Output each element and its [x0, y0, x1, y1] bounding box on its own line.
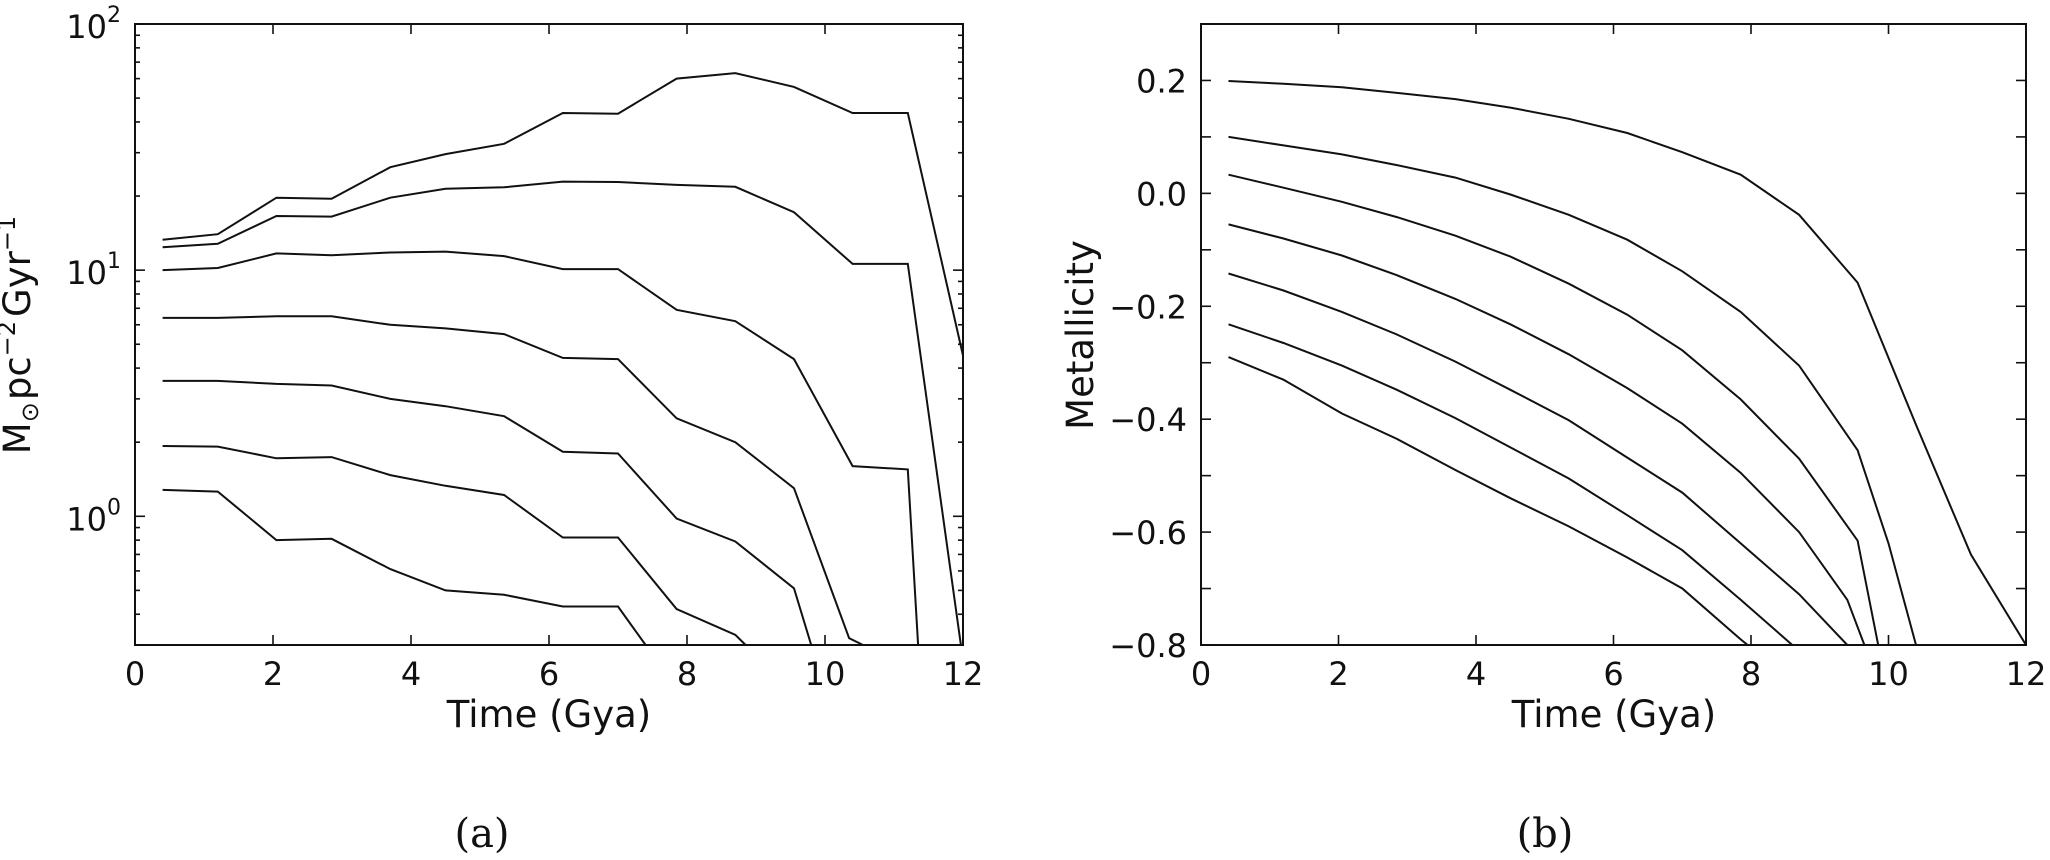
- panel-a-x-tick-label: 0: [125, 655, 145, 693]
- y-tick-base: 10: [66, 254, 107, 292]
- panel-a-y-tick-label: 101: [66, 249, 121, 292]
- panel-a-y-tick-label: 102: [66, 3, 121, 46]
- panel-b-x-tick-label: 10: [1868, 655, 1909, 693]
- y-label-sun: ⊙: [16, 402, 44, 422]
- panel-a-y-axis-label: M⊙pc−2 Gyr−1: [0, 216, 44, 454]
- panel-b-ticks: [1200, 23, 2027, 646]
- y-tick-base: 10: [66, 8, 107, 46]
- y-tick-exponent: 0: [107, 495, 121, 520]
- panel-b-plot-frame: [1200, 23, 2027, 646]
- panel-b-series-line-7: [1228, 356, 1749, 646]
- panel-b-x-tick-labels: 0 2 4 6 8 10 12: [1191, 655, 2047, 693]
- panel-a-x-tick-label: 4: [401, 655, 421, 693]
- panel-b-x-tick-label: 0: [1191, 655, 1211, 693]
- panel-b-x-tick-label: 2: [1328, 655, 1348, 693]
- panel-b-y-tick-labels: −0.8 −0.6 −0.4 −0.2 0.0 0.2: [1109, 62, 1187, 665]
- panel-a-x-tick-label: 10: [805, 655, 846, 693]
- panel-b-y-tick-label: −0.4: [1109, 401, 1187, 439]
- panel-b-y-tick-label: 0.0: [1136, 175, 1187, 213]
- panel-b-series-line-3: [1228, 173, 1880, 646]
- y-label-exp2: −1: [0, 216, 21, 251]
- panel-a-x-tick-label: 6: [539, 655, 559, 693]
- panel-a-series-line-5: [162, 379, 813, 646]
- panel-b-series-line-4: [1228, 223, 1866, 646]
- panel-b-x-tick-label: 6: [1603, 655, 1623, 693]
- panel-b-y-tick-label: −0.8: [1109, 627, 1187, 665]
- panel-b-series-line-2: [1228, 135, 1917, 646]
- y-tick-base: 10: [66, 500, 107, 538]
- panel-b-series-group: [1228, 80, 2027, 646]
- panel-a-x-tick-labels: 0 2 4 6 8 10 12: [125, 655, 984, 693]
- panel-a-series-line-2: [162, 180, 962, 646]
- y-label-m: M: [0, 422, 39, 454]
- panel-a-series-line-6: [162, 445, 747, 646]
- panel-b-series-line-1: [1228, 80, 2027, 646]
- panel-a-series-line-4: [162, 315, 864, 646]
- panel-a-series-line-1: [162, 72, 964, 356]
- panel-a-x-axis-label: Time (Gya): [446, 693, 651, 736]
- panel-a-series-line-7: [162, 488, 647, 646]
- panel-b-y-axis-label: Metallicity: [1059, 240, 1102, 430]
- panel-a-ticks: [134, 23, 964, 646]
- panel-a-x-tick-label: 8: [677, 655, 697, 693]
- panel-a-x-tick-label: 12: [943, 655, 984, 693]
- panel-b-x-axis-label: Time (Gya): [1511, 693, 1716, 736]
- panel-a-x-tick-label: 2: [263, 655, 283, 693]
- panel-b-y-tick-label: −0.6: [1109, 514, 1187, 552]
- panel-a-y-tick-label: 100: [66, 495, 121, 538]
- panel-a-caption: (a): [454, 811, 509, 857]
- panel-b-metallicity: 0 2 4 6 8 10 12 −0.8 −0.6 −0.4 −0.2 0.0 0.2 Time (G…: [1059, 23, 2047, 857]
- panel-b-series-line-6: [1228, 323, 1793, 646]
- y-label-gyr: Gyr: [0, 250, 39, 317]
- y-label-exp1: −2: [0, 321, 21, 356]
- panel-b-y-tick-label: −0.2: [1109, 288, 1187, 326]
- panel-b-x-tick-label: 12: [2006, 655, 2047, 693]
- panel-b-series-line-5: [1228, 272, 1849, 646]
- panel-a-series-line-3: [162, 250, 920, 646]
- panel-b-x-tick-label: 4: [1466, 655, 1486, 693]
- y-label-pc: pc: [0, 356, 39, 400]
- y-tick-exponent: 1: [107, 249, 121, 274]
- panel-a-plot-frame: [134, 23, 964, 646]
- panel-b-x-tick-label: 8: [1741, 655, 1761, 693]
- panel-a-series-group: [162, 72, 964, 646]
- y-tick-exponent: 2: [107, 3, 121, 28]
- panel-b-caption: (b): [1517, 811, 1574, 857]
- panel-b-y-tick-label: 0.2: [1136, 62, 1187, 100]
